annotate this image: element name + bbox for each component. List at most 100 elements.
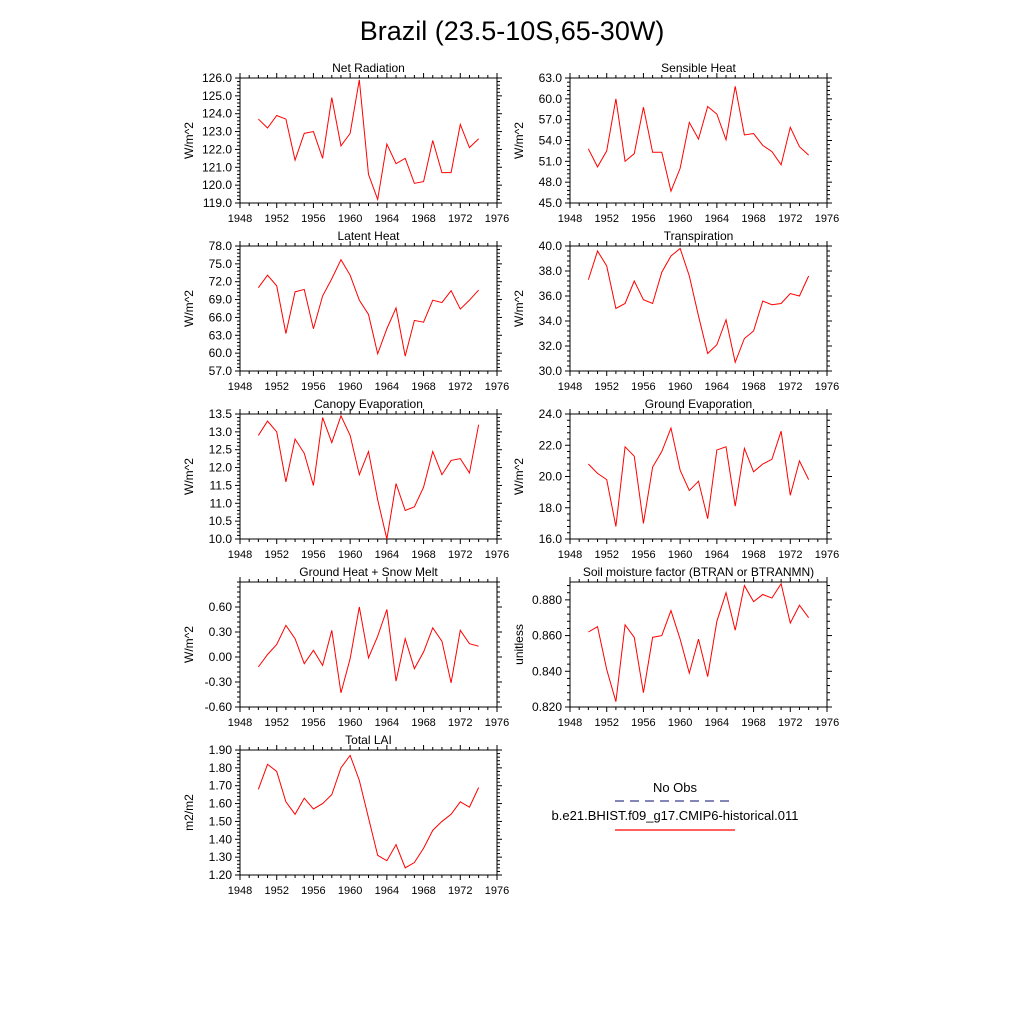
y-tick-label: 24.0 xyxy=(539,407,563,421)
y-tick-label: 1.80 xyxy=(209,761,233,775)
x-tick-label: 1960 xyxy=(338,381,362,393)
x-tick-label: 1968 xyxy=(411,549,435,561)
y-tick-label: 1.30 xyxy=(209,850,233,864)
y-tick-label: 38.0 xyxy=(539,264,563,278)
y-tick-label: 0.820 xyxy=(532,700,562,714)
y-tick-label: 0.880 xyxy=(532,593,562,607)
x-tick-label: 1976 xyxy=(815,213,839,225)
plot-frame xyxy=(239,749,498,876)
series-line xyxy=(587,247,810,364)
y-tick-label: 51.0 xyxy=(539,154,563,168)
x-tick-label: 1964 xyxy=(705,213,729,225)
series-line xyxy=(258,79,479,202)
y-tick-label: 11.0 xyxy=(210,496,233,510)
y-tick-label: 121.0 xyxy=(202,160,232,174)
chart-panel: Transpiration W/m^2 1948 1952 1956 1960 1964 19… xyxy=(512,229,839,393)
x-tick-label: 1956 xyxy=(301,717,325,729)
x-tick-label: 1960 xyxy=(668,213,692,225)
x-tick-label: 1956 xyxy=(631,213,655,225)
chart-panel: Net Radiation W/m^2 1948 1952 1956 1960 1964 19… xyxy=(182,61,509,225)
x-tick-label: 1972 xyxy=(448,213,472,225)
chart-panel: Sensible Heat W/m^2 1948 1952 1956 1960 1964 19… xyxy=(512,61,839,225)
chart-panel: Latent Heat W/m^2 1948 1952 1956 1960 1964 1968… xyxy=(182,229,509,393)
y-axis-label: m2/m2 xyxy=(182,794,196,831)
y-tick-label: 57.0 xyxy=(209,364,233,378)
panel-title: Transpiration xyxy=(664,229,734,243)
y-tick-label: 32.0 xyxy=(539,339,563,353)
y-tick-label: 12.0 xyxy=(209,461,233,475)
y-tick-label: 0.840 xyxy=(532,664,562,678)
x-tick-label: 1964 xyxy=(705,549,729,561)
panel-title: Soil moisture factor (BTRAN or BTRANMN) xyxy=(583,565,814,579)
x-tick-label: 1972 xyxy=(778,213,802,225)
y-tick-label: 12.5 xyxy=(209,443,233,457)
y-tick-label: 18.0 xyxy=(539,501,563,515)
y-tick-label: 1.90 xyxy=(209,743,233,757)
y-tick-label: 20.0 xyxy=(539,470,563,484)
x-tick-label: 1972 xyxy=(778,549,802,561)
x-tick-label: 1956 xyxy=(631,381,655,393)
y-tick-label: 1.20 xyxy=(209,868,233,882)
y-tick-label: 13.5 xyxy=(209,407,233,421)
x-tick-label: 1976 xyxy=(485,885,509,897)
chart-panel: Ground Heat + Snow Melt W/m^2 1948 1952 1956… xyxy=(182,565,509,729)
panel-title: Canopy Evaporation xyxy=(314,397,423,411)
y-tick-label: 75.0 xyxy=(209,257,233,271)
x-tick-label: 1948 xyxy=(558,549,582,561)
panel-title: Total LAI xyxy=(345,733,392,747)
y-axis-label: W/m^2 xyxy=(182,290,196,327)
series-line xyxy=(257,258,480,357)
x-tick-label: 1972 xyxy=(448,381,472,393)
y-tick-label: 63.0 xyxy=(209,328,233,342)
legend-label-model: b.e21.BHIST.f09_g17.CMIP6-historical.011 xyxy=(552,808,799,823)
y-tick-label: 60.0 xyxy=(209,346,233,360)
x-tick-label: 1972 xyxy=(448,885,472,897)
panel-title: Ground Heat + Snow Melt xyxy=(299,565,438,579)
x-tick-label: 1948 xyxy=(228,381,252,393)
x-tick-label: 1968 xyxy=(411,213,435,225)
y-tick-label: 1.70 xyxy=(209,779,233,793)
x-tick-label: 1956 xyxy=(301,885,325,897)
y-tick-label: 123.0 xyxy=(202,125,232,139)
y-tick-label: 78.0 xyxy=(209,239,233,253)
x-tick-label: 1960 xyxy=(668,717,692,729)
x-tick-label: 1976 xyxy=(815,381,839,393)
x-tick-label: 1952 xyxy=(264,213,288,225)
x-tick-label: 1960 xyxy=(338,213,362,225)
y-tick-label: 1.60 xyxy=(209,797,233,811)
x-tick-label: 1972 xyxy=(778,381,802,393)
panel-title: Ground Evaporation xyxy=(645,397,752,411)
x-tick-label: 1952 xyxy=(594,549,618,561)
y-tick-label: -0.60 xyxy=(205,700,233,714)
x-tick-label: 1948 xyxy=(228,549,252,561)
y-tick-label: 60.0 xyxy=(539,92,563,106)
x-tick-label: 1956 xyxy=(631,549,655,561)
x-tick-label: 1968 xyxy=(411,381,435,393)
plot-frame xyxy=(569,245,828,372)
chart-panel: Total LAI m2/m2 1948 1952 1956 1960 1964 1968 19… xyxy=(182,733,509,897)
x-tick-label: 1968 xyxy=(741,549,765,561)
x-tick-label: 1948 xyxy=(228,213,252,225)
y-tick-label: 22.0 xyxy=(539,438,563,452)
series-line xyxy=(588,582,810,702)
y-tick-label: 63.0 xyxy=(539,71,563,85)
x-tick-label: 1948 xyxy=(558,213,582,225)
x-tick-label: 1968 xyxy=(411,717,435,729)
plot-frame xyxy=(569,581,828,708)
x-tick-label: 1960 xyxy=(338,717,362,729)
x-tick-label: 1952 xyxy=(264,885,288,897)
y-tick-label: 0.860 xyxy=(532,629,562,643)
series-line xyxy=(257,414,480,540)
legend-label-no-obs: No Obs xyxy=(653,780,698,795)
y-tick-label: 126.0 xyxy=(202,71,232,85)
y-tick-label: 124.0 xyxy=(202,107,232,121)
x-tick-label: 1956 xyxy=(301,381,325,393)
x-tick-label: 1968 xyxy=(741,381,765,393)
x-tick-label: 1948 xyxy=(228,885,252,897)
y-tick-label: 16.0 xyxy=(539,532,563,546)
x-tick-label: 1964 xyxy=(705,717,729,729)
y-tick-label: 119.0 xyxy=(203,196,232,210)
y-tick-label: 72.0 xyxy=(209,275,233,289)
x-tick-label: 1960 xyxy=(338,885,362,897)
